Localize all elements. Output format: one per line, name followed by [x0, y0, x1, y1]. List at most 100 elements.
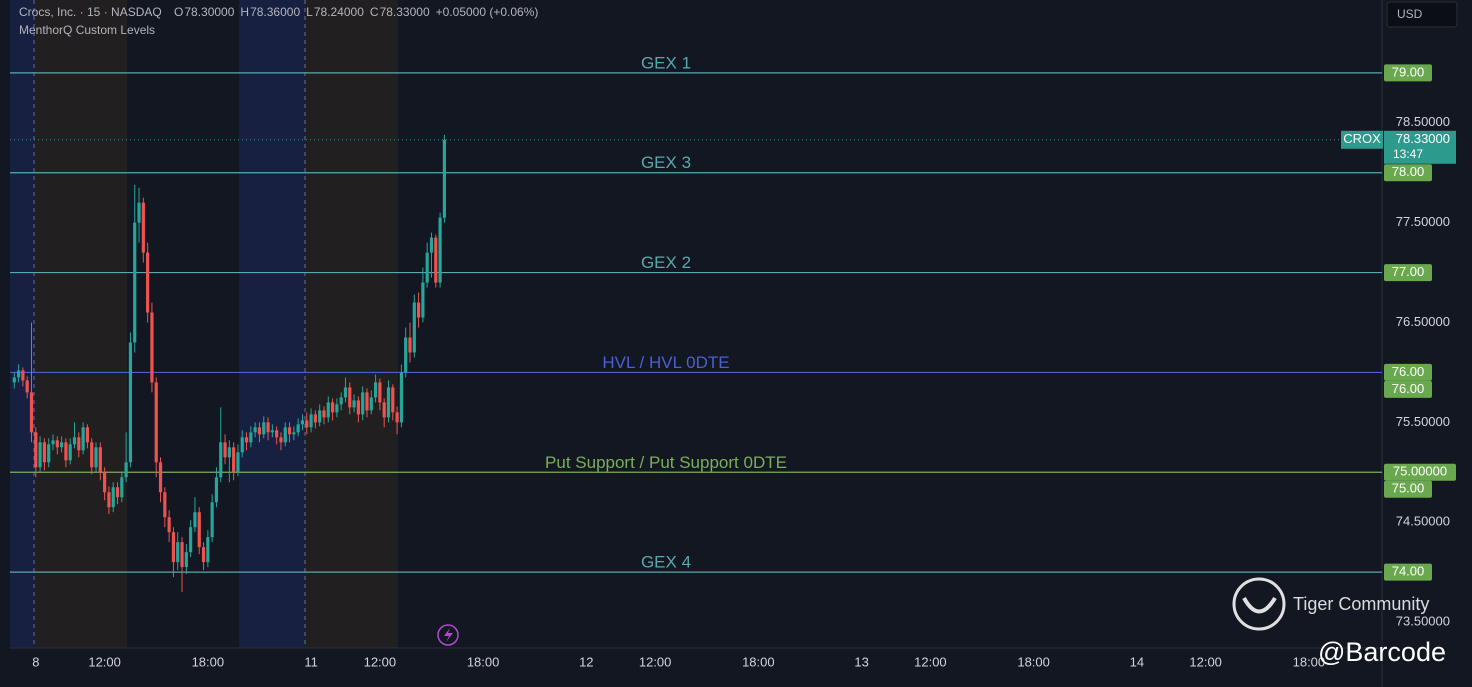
candle-body — [326, 402, 330, 418]
candle-body — [103, 472, 107, 493]
level-badge — [1384, 380, 1432, 398]
x-tick-label: 12 — [579, 654, 593, 669]
candle-body — [249, 432, 253, 443]
candle-body — [236, 452, 240, 473]
candle-body — [85, 427, 90, 443]
candle-body — [17, 370, 21, 378]
candle-body — [29, 392, 34, 433]
watermark-text: Tiger Community — [1293, 594, 1429, 614]
candle-body — [154, 382, 158, 463]
x-tick-label: 18:00 — [1293, 654, 1326, 669]
candle-body — [292, 432, 296, 435]
x-tick-label: 12:00 — [914, 654, 947, 669]
level-badge-label: 74.00 — [1392, 564, 1425, 579]
candle-body — [64, 442, 68, 461]
candle-body — [335, 404, 339, 413]
symbol-badge — [1341, 130, 1383, 149]
y-tick-label: 73.50000 — [1396, 613, 1450, 628]
candle-body — [42, 442, 47, 463]
candle-body — [253, 427, 257, 433]
candle-body — [343, 387, 348, 398]
candle-body — [98, 447, 102, 473]
x-tick-label: 18:00 — [1017, 654, 1050, 669]
level-badge-label: 79.00 — [1392, 64, 1425, 79]
y-tick-label: 74.50000 — [1396, 514, 1450, 529]
ohlc-key: O — [174, 5, 183, 19]
level-badge — [1384, 64, 1432, 82]
candle-body — [369, 397, 373, 411]
event-icon[interactable] — [437, 624, 459, 646]
session-shade — [239, 0, 305, 648]
candle-body — [137, 202, 141, 223]
session-shade — [305, 0, 398, 648]
candle-body — [365, 392, 369, 411]
candle-body — [404, 337, 408, 373]
candle-body — [227, 447, 231, 458]
candle-body — [395, 412, 399, 423]
candle-body — [399, 372, 403, 423]
candle-body — [25, 380, 29, 393]
level-badge-label: 76.00 — [1392, 381, 1425, 396]
level-label: GEX 4 — [641, 553, 691, 572]
candle-body — [270, 430, 274, 433]
candle-body — [201, 547, 206, 563]
level-badge — [1384, 480, 1432, 498]
candle-body — [214, 477, 219, 503]
candle-body — [81, 427, 85, 451]
candle-body — [150, 312, 154, 383]
candle-body — [90, 442, 94, 468]
candle-body — [266, 422, 270, 433]
price-label: 78.33000 — [1396, 131, 1450, 146]
ohlc-value: 78.33000 — [380, 5, 430, 19]
watermark-text: @Barcode — [1318, 637, 1446, 667]
session-shade — [10, 0, 35, 648]
candle-body — [34, 432, 38, 468]
candle-body — [120, 477, 124, 498]
candle-body — [193, 512, 197, 528]
y-tick-label: 77.50000 — [1396, 214, 1450, 229]
candle-body — [107, 492, 111, 508]
ohlc-key: C — [370, 5, 379, 19]
candle-body — [206, 537, 210, 563]
candle-body — [55, 440, 59, 448]
chart-title: Crocs, Inc. · 15 · NASDAQ — [19, 5, 162, 19]
currency-button[interactable] — [1386, 1, 1458, 28]
level-badge — [1384, 264, 1432, 282]
ohlc-value: 78.24000 — [314, 5, 364, 19]
candle-body — [416, 302, 421, 318]
candle-body — [184, 552, 188, 568]
level-badge-label: 75.00000 — [1393, 464, 1447, 479]
candle-body — [158, 462, 163, 493]
x-tick-label: 18:00 — [192, 654, 225, 669]
candle-body — [305, 420, 309, 428]
candle-body — [111, 487, 115, 508]
candle-body — [94, 447, 98, 468]
candle-body — [361, 392, 365, 415]
candle-body — [167, 517, 171, 533]
level-badge — [1384, 463, 1456, 481]
candle-body — [382, 402, 386, 418]
y-tick-label: 75.50000 — [1396, 414, 1450, 429]
candle-body — [391, 387, 395, 413]
y-tick-label: 76.50000 — [1396, 314, 1450, 329]
x-tick-label: 18:00 — [467, 654, 500, 669]
ohlc-key: L — [306, 5, 313, 19]
level-label: GEX 1 — [641, 53, 691, 72]
x-tick-label: 8 — [32, 654, 39, 669]
candle-body — [232, 447, 236, 473]
candle-body — [373, 382, 378, 398]
x-tick-label: 12:00 — [639, 654, 672, 669]
candle-body — [421, 282, 425, 318]
currency[interactable]: USD — [1397, 7, 1423, 21]
candle-body — [275, 430, 279, 438]
candle-body — [313, 414, 317, 423]
candle-body — [51, 440, 55, 445]
level-label: HVL / HVL 0DTE — [602, 353, 729, 372]
countdown-label: 13:47 — [1393, 147, 1423, 161]
level-badge-label: 78.00 — [1392, 164, 1425, 179]
ohlc-value: 78.36000 — [250, 5, 300, 19]
x-tick-label: 14 — [1130, 654, 1144, 669]
